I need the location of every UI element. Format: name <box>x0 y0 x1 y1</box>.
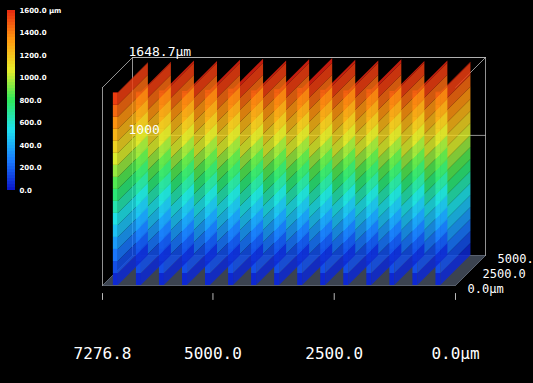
svg-text:1400.0: 1400.0 <box>20 29 47 37</box>
svg-text:7276.8: 7276.8 <box>74 344 132 363</box>
svg-text:1200.0: 1200.0 <box>20 52 47 60</box>
svg-text:2500.0: 2500.0 <box>483 267 526 281</box>
svg-text:0.0µm: 0.0µm <box>431 344 479 363</box>
svg-text:1648.7µm: 1648.7µm <box>129 44 192 59</box>
svg-text:0.0: 0.0 <box>20 187 33 195</box>
svg-text:400.0: 400.0 <box>20 142 42 150</box>
svg-text:800.0: 800.0 <box>20 97 42 105</box>
svg-text:5000.0: 5000.0 <box>498 252 533 266</box>
svg-text:1600.0 µm: 1600.0 µm <box>20 7 62 15</box>
svg-text:5000.0: 5000.0 <box>184 344 242 363</box>
svg-text:600.0: 600.0 <box>20 119 42 127</box>
svg-text:200.0: 200.0 <box>20 164 42 172</box>
svg-text:1000.0: 1000.0 <box>20 74 47 82</box>
svg-text:0.0µm: 0.0µm <box>468 282 504 296</box>
svg-text:2500.0: 2500.0 <box>305 344 363 363</box>
svg-text:1000: 1000 <box>129 122 160 137</box>
